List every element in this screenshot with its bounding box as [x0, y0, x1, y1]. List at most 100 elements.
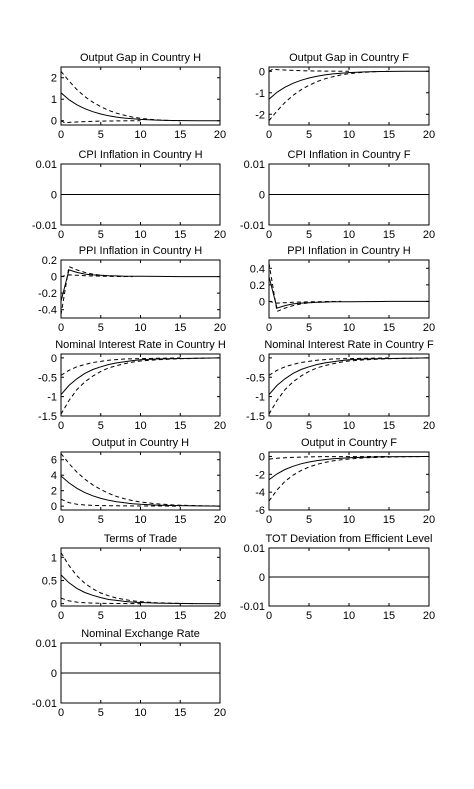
y-tick-label: 0.01 — [244, 159, 265, 171]
y-tick-label: -1 — [255, 88, 265, 100]
x-tick-label: 5 — [306, 420, 312, 432]
x-tick-label: 20 — [423, 420, 435, 432]
y-tick-label: -0.2 — [38, 288, 57, 300]
y-tick-label: 0 — [259, 572, 265, 584]
subplot-title: PPI Inflation in Country H — [287, 245, 411, 257]
y-tick-label: -4 — [255, 487, 265, 499]
x-tick-label: 0 — [266, 229, 272, 241]
series-line-solid — [61, 475, 220, 507]
plot-frame — [268, 451, 430, 511]
y-tick-label: 0.01 — [244, 543, 265, 555]
y-tick-label: 1 — [51, 94, 57, 106]
y-tick-label: 0.2 — [250, 280, 265, 292]
subplot-11: Terms of Trade 0 5 10 15 20 0 0.5 1 — [42, 533, 226, 622]
y-tick-label: 2 — [51, 73, 57, 85]
x-tick-label: 15 — [383, 610, 395, 622]
y-tick-label: -0.4 — [38, 305, 57, 317]
series-line-dashed — [61, 597, 141, 605]
y-tick-label: -0.5 — [246, 372, 265, 384]
subplot-title: Nominal Interest Rate in Country F — [264, 339, 434, 351]
x-tick-label: 5 — [306, 322, 312, 334]
y-tick-label: 0 — [51, 116, 57, 128]
subplot-title: Nominal Exchange Rate — [81, 628, 200, 640]
subplot-title: TOT Deviation from Efficient Level — [266, 533, 433, 545]
x-tick-label: 0 — [58, 322, 64, 334]
y-tick-label: 0 — [51, 353, 57, 365]
x-tick-label: 10 — [343, 514, 355, 526]
subplot-6: PPI Inflation in Country H 0 5 10 15 20 0 0.2 0.… — [250, 245, 435, 334]
series-line-solid — [61, 357, 220, 396]
y-tick-label: -0.01 — [240, 220, 265, 232]
x-tick-label: 10 — [134, 229, 146, 241]
y-tick-label: -6 — [255, 505, 265, 517]
x-tick-label: 0 — [266, 514, 272, 526]
x-tick-label: 20 — [423, 229, 435, 241]
subplot-1: Output Gap in Country H 0 5 10 15 20 0 1 2 — [51, 52, 226, 141]
y-tick-label: -1.5 — [246, 411, 265, 423]
x-tick-label: 0 — [58, 229, 64, 241]
series-line-solid — [61, 269, 220, 302]
plot-frame — [60, 451, 221, 511]
y-tick-label: 2 — [51, 486, 57, 498]
x-tick-label: 0 — [58, 514, 64, 526]
x-tick-label: 20 — [214, 610, 226, 622]
plot-frame — [60, 66, 221, 126]
x-tick-label: 15 — [174, 514, 186, 526]
plot-frame — [268, 66, 430, 126]
y-tick-label: 0 — [51, 668, 57, 680]
x-tick-label: 5 — [306, 129, 312, 141]
x-tick-label: 15 — [174, 610, 186, 622]
x-tick-label: 10 — [343, 322, 355, 334]
y-tick-label: 0 — [51, 501, 57, 513]
x-tick-label: 20 — [214, 129, 226, 141]
x-tick-label: 15 — [383, 129, 395, 141]
x-tick-label: 5 — [98, 707, 104, 719]
y-tick-label: 1 — [51, 552, 57, 564]
x-tick-label: 10 — [134, 707, 146, 719]
x-tick-label: 5 — [98, 229, 104, 241]
subplot-7: Nominal Interest Rate in Country H 0 5 10 15… — [38, 339, 226, 432]
series-line-dashed — [269, 357, 390, 376]
y-tick-label: 6 — [51, 455, 57, 467]
series-line-dashed — [61, 274, 133, 278]
y-tick-label: 0 — [51, 272, 57, 284]
subplot-title: Terms of Trade — [104, 533, 177, 545]
plot-frame — [60, 353, 221, 417]
series-line-dashed — [269, 456, 429, 502]
y-tick-label: -0.01 — [240, 601, 265, 613]
x-tick-label: 15 — [174, 129, 186, 141]
x-tick-label: 5 — [98, 514, 104, 526]
y-tick-label: -0.01 — [32, 220, 57, 232]
x-tick-label: 0 — [58, 610, 64, 622]
x-tick-label: 20 — [214, 322, 226, 334]
series-line-solid — [61, 574, 220, 605]
subplot-9: Output in Country H 0 5 10 15 20 0 2 4 6 — [51, 437, 226, 526]
subplot-title: Output Gap in Country F — [289, 52, 409, 64]
y-tick-label: 4 — [51, 470, 57, 482]
x-tick-label: 15 — [174, 707, 186, 719]
subplot-title: CPI Inflation in Country H — [78, 149, 202, 161]
x-tick-label: 20 — [423, 129, 435, 141]
y-tick-label: 0 — [259, 353, 265, 365]
series-line-dashed — [269, 263, 334, 313]
plot-frame — [268, 353, 430, 417]
x-tick-label: 5 — [306, 514, 312, 526]
x-tick-label: 15 — [174, 322, 186, 334]
y-tick-label: 0 — [259, 190, 265, 202]
plot-frame — [60, 547, 221, 607]
x-tick-label: 15 — [174, 420, 186, 432]
x-tick-label: 10 — [134, 322, 146, 334]
series-line-dashed — [61, 498, 181, 507]
y-tick-label: -2 — [255, 469, 265, 481]
x-tick-label: 0 — [58, 420, 64, 432]
x-tick-label: 0 — [266, 129, 272, 141]
x-tick-label: 10 — [343, 610, 355, 622]
subplot-10: Output in Country F 0 5 10 15 20 -6 -4 -2 0 — [255, 437, 435, 526]
x-tick-label: 10 — [343, 129, 355, 141]
subplot-title: Output in Country F — [301, 437, 397, 449]
y-tick-label: -1.5 — [38, 411, 57, 423]
series-line-dashed — [269, 456, 390, 460]
x-tick-label: 0 — [266, 420, 272, 432]
x-tick-label: 5 — [306, 610, 312, 622]
